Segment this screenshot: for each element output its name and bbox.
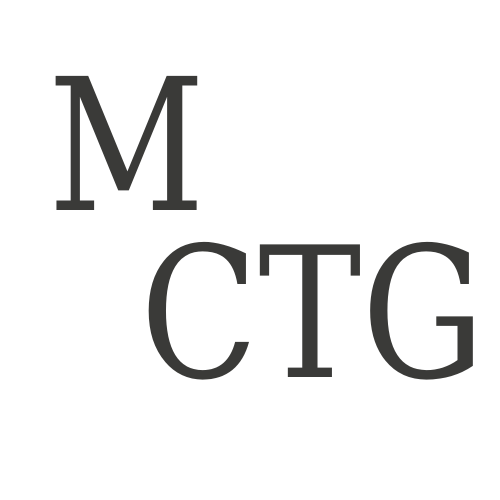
logo-letter-m: M bbox=[48, 40, 205, 254]
logo-letters-ctg: CTG bbox=[140, 208, 485, 420]
